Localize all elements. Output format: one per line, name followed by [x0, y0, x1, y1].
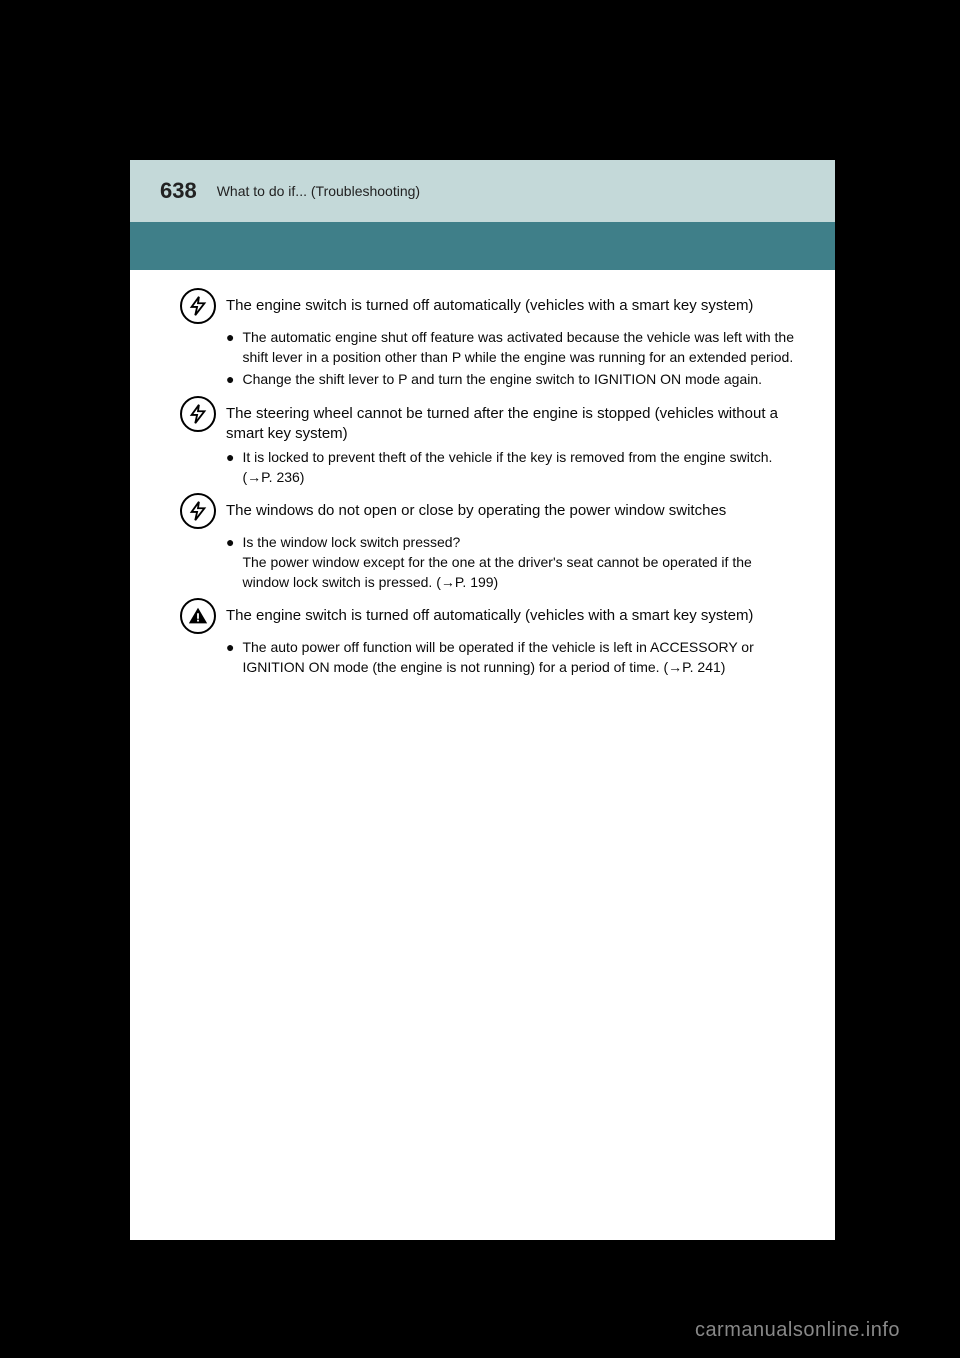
- bullet-marker: ●: [226, 638, 234, 677]
- section-header: The engine switch is turned off automati…: [180, 288, 795, 324]
- bullet-marker: ●: [226, 370, 234, 390]
- bullet-item: ● Change the shift lever to P and turn t…: [226, 370, 795, 390]
- bullet-text: It is locked to prevent theft of the veh…: [242, 448, 795, 487]
- section-title: The steering wheel cannot be turned afte…: [226, 396, 795, 445]
- page-number: 638: [160, 178, 197, 204]
- warning-icon: [180, 598, 216, 634]
- lightning-icon: [180, 288, 216, 324]
- bullet-marker: ●: [226, 448, 234, 487]
- bullet-item: ● The automatic engine shut off feature …: [226, 328, 795, 367]
- bullet-text: Is the window lock switch pressed? The p…: [242, 533, 795, 592]
- header-dark-bar: [130, 222, 835, 270]
- bullet-text: The auto power off function will be oper…: [242, 638, 795, 677]
- section-title: The windows do not open or close by oper…: [226, 493, 726, 521]
- bullet-main-text: It is locked to prevent theft of the veh…: [242, 449, 772, 465]
- bullet-item: ● It is locked to prevent theft of the v…: [226, 448, 795, 487]
- section-title: The engine switch is turned off automati…: [226, 288, 753, 316]
- watermark-text: carmanualsonline.info: [695, 1319, 900, 1342]
- bullet-text: Change the shift lever to P and turn the…: [242, 370, 762, 390]
- bullet-item: ● The auto power off function will be op…: [226, 638, 795, 677]
- section-header: The engine switch is turned off automati…: [180, 598, 795, 634]
- page-reference: (→P. 199): [436, 574, 498, 590]
- page-container: 638 What to do if... (Troubleshooting) T…: [130, 160, 835, 1240]
- bullet-main-text: Is the window lock switch pressed?: [242, 534, 460, 550]
- header-title: What to do if... (Troubleshooting): [217, 183, 420, 199]
- page-reference: (→P. 236): [242, 469, 304, 485]
- section-header: The steering wheel cannot be turned afte…: [180, 396, 795, 445]
- content-area: The engine switch is turned off automati…: [130, 270, 835, 723]
- section-title: The engine switch is turned off automati…: [226, 598, 753, 626]
- troubleshooting-section: The windows do not open or close by oper…: [180, 493, 795, 592]
- troubleshooting-section: The engine switch is turned off automati…: [180, 288, 795, 390]
- troubleshooting-section: The steering wheel cannot be turned afte…: [180, 396, 795, 488]
- bullet-text: The automatic engine shut off feature wa…: [242, 328, 795, 367]
- section-header: The windows do not open or close by oper…: [180, 493, 795, 529]
- page-reference: (→P. 241): [663, 659, 725, 675]
- bullet-marker: ●: [226, 328, 234, 367]
- bullet-item: ● Is the window lock switch pressed? The…: [226, 533, 795, 592]
- troubleshooting-section: The engine switch is turned off automati…: [180, 598, 795, 677]
- bullet-marker: ●: [226, 533, 234, 592]
- lightning-icon: [180, 493, 216, 529]
- lightning-icon: [180, 396, 216, 432]
- header-light-bar: 638 What to do if... (Troubleshooting): [130, 160, 835, 222]
